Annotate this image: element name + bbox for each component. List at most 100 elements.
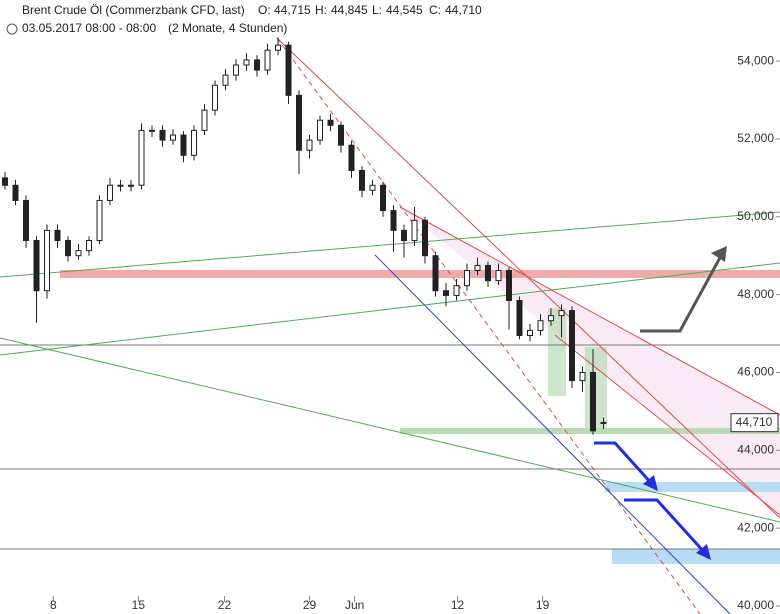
candle-body [75,250,82,257]
ohlc-value: 44,715 [274,3,311,17]
y-tick-label: 48,000 [737,287,774,301]
price-tag [730,413,779,433]
x-tick-label: Jun [345,598,364,612]
ohlc-value: 44,545 [386,3,423,17]
target-band [605,482,780,492]
candle-body [180,134,187,156]
y-tick-label: 52,000 [737,131,774,145]
candle-body [400,229,407,242]
ohlc-value: 44,710 [445,3,482,17]
candle-body [568,310,575,382]
y-tick-label: 42,000 [737,520,774,534]
candle-body [579,371,586,382]
candle-body [327,119,334,126]
x-tick-label: 19 [536,598,550,612]
candle-body [505,269,512,301]
candle-body [516,299,523,336]
y-tick-label: 50,000 [737,209,774,223]
candle-body [474,264,481,271]
candle-body [442,290,449,296]
arrow-head [711,246,727,262]
candle-body [264,49,271,71]
x-tick-label: 29 [303,598,317,612]
candle-body [22,199,29,242]
candle-body [33,240,40,292]
trend-line [0,337,780,523]
candle-body [537,320,544,331]
clock-icon [6,23,18,35]
x-tick-label: 8 [50,598,57,612]
candle-body [600,421,607,424]
y-tick-label: 46,000 [737,365,774,379]
candle-body [358,169,365,191]
ohlc-value: 44,845 [331,3,368,17]
ohlc-label: C: [429,3,441,17]
candle-body [64,240,71,257]
candle-body [169,134,176,141]
ohlc-label: L: [372,3,382,17]
candle-body [379,184,386,212]
candle-body [201,109,208,131]
arrow [594,441,654,486]
y-tick-label: 40,000 [737,598,774,612]
trend-line [399,206,780,416]
candle-body [589,371,596,432]
period: (2 Monate, 4 Stunden) [168,21,287,35]
date: 03.05.2017 08:00 - 08:00 [22,21,156,35]
candle-body [43,229,50,292]
candle-body [232,64,239,76]
candle-body [117,184,124,187]
ohlc-label: H: [315,3,327,17]
arrow-head [643,475,658,491]
candle-body [127,184,134,187]
price-tag-label: 44,710 [736,415,773,429]
candle-body [190,129,197,156]
y-tick-label: 44,000 [737,442,774,456]
trend-line [0,211,780,278]
candle-body [526,329,533,336]
arrow-head [696,544,711,560]
candle-body [106,184,113,201]
candle-body [96,199,103,242]
candle-body [148,129,155,132]
y-tick-label: 54,000 [737,53,774,67]
candle-body [253,59,260,71]
candle-body [274,44,281,51]
candle-body [54,229,61,242]
candle-body [484,264,491,282]
ohlc-label: O: [258,3,271,17]
candle-body [495,269,502,282]
candle-body [316,119,323,141]
target-band [612,549,780,564]
candle-body [1,177,8,186]
arrow [640,253,724,333]
candle-body [138,129,145,186]
candle-body [558,310,565,317]
candle-body [243,59,250,66]
header: Brent Crude Öl (Commerzbank CFD, last) O… [6,3,482,35]
resistance-band [60,270,780,278]
candle-body [369,184,376,191]
candle-body [390,210,397,231]
trend-line [276,37,780,519]
annotations [0,37,780,614]
candle-body [306,139,313,151]
trend-line [0,262,780,356]
trend-line [374,254,731,614]
candle-body [337,124,344,146]
x-tick-label: 15 [132,598,146,612]
x-tick-label: 22 [218,598,232,612]
candle-body [159,129,166,141]
title: Brent Crude Öl (Commerzbank CFD, last) [22,3,245,17]
candle-body [432,255,439,292]
trend-line [276,37,701,614]
candle-body [85,240,92,252]
candle-body [421,219,428,257]
x-tick-label: 12 [451,598,465,612]
candle-body [211,84,218,111]
candle-body [348,144,355,171]
candle-body [295,94,302,151]
candle-body [12,184,19,201]
candle-body [222,74,229,86]
